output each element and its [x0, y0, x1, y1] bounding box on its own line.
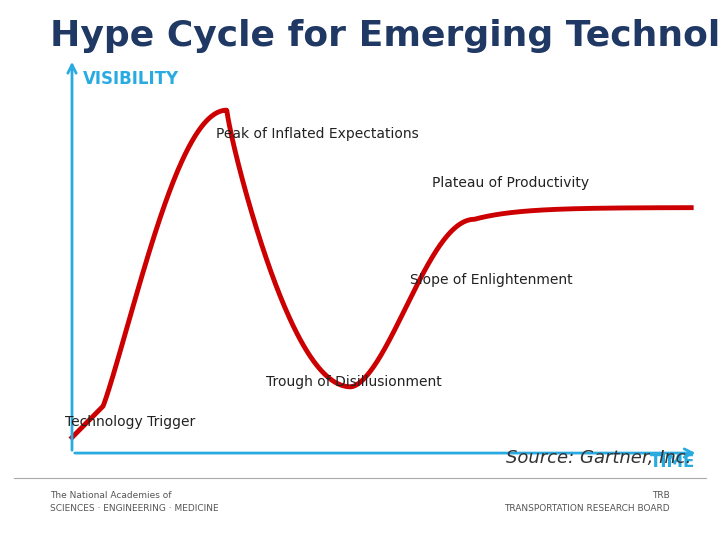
Text: Technology Trigger: Technology Trigger	[65, 415, 195, 429]
Text: TIME: TIME	[649, 453, 695, 471]
Text: Trough of Disillusionment: Trough of Disillusionment	[266, 375, 442, 389]
Text: Slope of Enlightenment: Slope of Enlightenment	[410, 273, 573, 287]
Text: The National Academies of
SCIENCES · ENGINEERING · MEDICINE: The National Academies of SCIENCES · ENG…	[50, 491, 219, 513]
Text: Source: Gartner, Inc.: Source: Gartner, Inc.	[506, 449, 691, 467]
Text: TRB
TRANSPORTATION RESEARCH BOARD: TRB TRANSPORTATION RESEARCH BOARD	[504, 491, 670, 513]
Text: Peak of Inflated Expectations: Peak of Inflated Expectations	[216, 127, 419, 141]
Text: Hype Cycle for Emerging Technologies: Hype Cycle for Emerging Technologies	[50, 19, 720, 53]
Text: Plateau of Productivity: Plateau of Productivity	[432, 176, 589, 190]
Text: VISIBILITY: VISIBILITY	[83, 70, 179, 88]
